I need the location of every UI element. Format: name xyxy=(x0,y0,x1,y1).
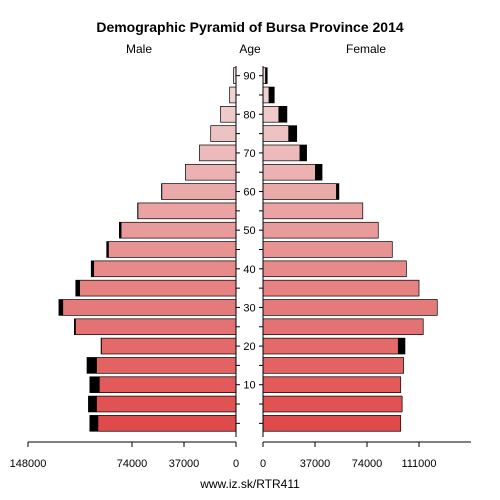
male-header: Male xyxy=(126,42,152,56)
female-x-label-74000: 74000 xyxy=(352,458,383,470)
male-highlight-55-59 xyxy=(137,202,139,219)
male-highlight-20-24 xyxy=(101,338,102,354)
female-bar-10-14 xyxy=(262,376,402,393)
age-tick-labels: 10 20 30 40 50 60 70 80 90 xyxy=(236,71,263,424)
female-bar-25-29 xyxy=(262,318,424,336)
female-bar-20-24 xyxy=(262,337,406,355)
male-bar-30-34 xyxy=(58,299,237,316)
age-label-70: 70 xyxy=(243,148,255,160)
male-bar-65-69 xyxy=(185,163,237,181)
age-label-10: 10 xyxy=(243,380,255,392)
male-highlight-15-19 xyxy=(87,357,97,374)
female-bar-65-69 xyxy=(262,163,323,181)
age-label-50: 50 xyxy=(243,225,255,237)
male-bar-50-54 xyxy=(119,221,237,239)
female-bar-5-9 xyxy=(262,395,403,413)
female-bar-40-44 xyxy=(262,260,407,278)
male-bar-5-9 xyxy=(88,395,237,413)
female-header: Female xyxy=(346,42,386,56)
female-highlight-90+ xyxy=(265,67,268,84)
female-highlight-80-84 xyxy=(278,106,287,123)
male-x-label-0: 0 xyxy=(233,458,239,470)
age-label-60: 60 xyxy=(243,187,255,199)
male-bar-45-49 xyxy=(106,241,237,258)
x-tick-labels: 148000 74000 37000 0 0 37000 74000 111000 xyxy=(10,442,437,470)
male-bar-20-24 xyxy=(100,337,237,355)
female-highlight-65-69 xyxy=(315,164,323,181)
female-bars xyxy=(262,67,438,432)
female-bar-0-4 xyxy=(262,415,402,432)
male-x-label-74000: 74000 xyxy=(117,458,148,470)
male-bars xyxy=(58,67,237,432)
chart-title: Demographic Pyramid of Bursa Province 20… xyxy=(96,19,404,35)
male-bar-0-4 xyxy=(89,415,237,432)
male-highlight-0-4 xyxy=(89,415,99,432)
male-highlight-10-14 xyxy=(89,376,100,393)
age-header: Age xyxy=(239,42,261,56)
female-bar-35-39 xyxy=(262,279,420,297)
female-bar-45-49 xyxy=(262,241,393,258)
male-x-label-37000: 37000 xyxy=(169,458,200,470)
age-label-80: 80 xyxy=(243,109,255,121)
male-bar-35-39 xyxy=(75,279,237,297)
male-highlight-50-54 xyxy=(119,222,122,239)
male-highlight-40-44 xyxy=(91,260,95,277)
male-highlight-5-9 xyxy=(88,396,97,412)
male-bar-60-64 xyxy=(161,183,237,200)
female-bar-60-64 xyxy=(262,183,340,200)
male-bar-40-44 xyxy=(90,260,237,278)
female-highlight-60-64 xyxy=(336,183,339,200)
female-highlight-70-74 xyxy=(299,145,307,161)
female-highlight-85-89 xyxy=(268,87,275,103)
male-bar-85-89 xyxy=(229,86,237,104)
female-x-label-37000: 37000 xyxy=(300,458,331,470)
age-label-40: 40 xyxy=(243,264,255,276)
male-highlight-25-29 xyxy=(74,318,76,335)
female-x-label-0: 0 xyxy=(260,458,266,470)
male-x-label-148000: 148000 xyxy=(10,458,47,470)
female-highlight-20-24 xyxy=(397,338,405,354)
female-bar-30-34 xyxy=(262,299,438,316)
male-highlight-30-34 xyxy=(58,299,64,316)
male-highlight-45-49 xyxy=(106,241,109,258)
male-bar-75-79 xyxy=(210,125,237,142)
age-label-30: 30 xyxy=(243,302,255,314)
male-bar-80-84 xyxy=(220,106,237,123)
age-label-90: 90 xyxy=(243,71,255,83)
male-highlight-35-39 xyxy=(75,280,80,297)
male-bar-15-19 xyxy=(86,357,237,374)
male-bar-70-74 xyxy=(199,144,237,162)
female-highlight-75-79 xyxy=(288,125,297,142)
male-bar-10-14 xyxy=(89,376,237,393)
male-bar-55-59 xyxy=(137,202,237,220)
male-highlight-60-64 xyxy=(161,183,163,200)
male-bar-25-29 xyxy=(74,318,237,336)
source-footer: www.iz.sk/RTR411 xyxy=(199,477,300,491)
female-bar-15-19 xyxy=(262,357,404,374)
age-label-20: 20 xyxy=(243,341,255,353)
female-bar-55-59 xyxy=(262,202,364,220)
female-bar-50-54 xyxy=(262,221,379,239)
female-x-label-111000: 111000 xyxy=(401,458,436,470)
